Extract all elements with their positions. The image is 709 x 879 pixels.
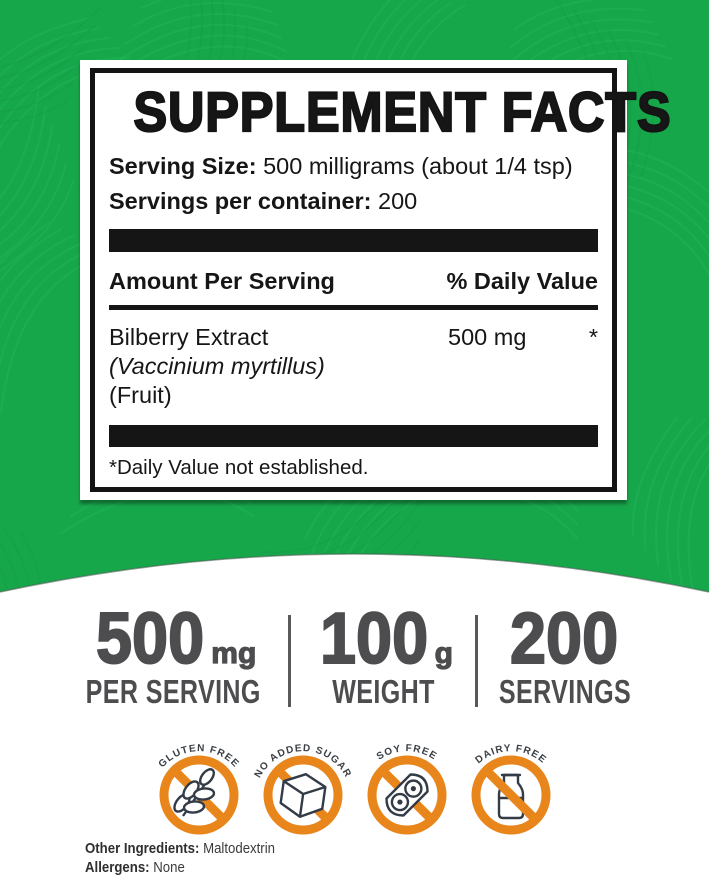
soybean-icon xyxy=(384,773,429,817)
ingredient-name: Bilberry Extract xyxy=(109,324,269,351)
stat-servings-value: 200 xyxy=(510,599,620,679)
divider-bar-top xyxy=(109,229,598,253)
stat-weight-value: 100 g xyxy=(319,599,454,679)
ingredient-plant-part: (Fruit) xyxy=(109,382,172,409)
ingredient-latin-name: (Vaccinium myrtillus) xyxy=(109,353,325,380)
ingredient-row: Bilberry Extract (Vaccinium myrtillus) (… xyxy=(109,323,598,410)
serving-size-value: 500 milligrams (about 1/4 tsp) xyxy=(256,153,573,180)
hero-bottom-curve xyxy=(0,553,709,595)
allergens-label: Allergens: xyxy=(85,859,150,876)
stat-per-serving-label: PER SERVING xyxy=(85,673,261,710)
no-symbol-slash-icon xyxy=(482,767,539,823)
panel-title: SUPPLEMENT FACTS xyxy=(132,80,672,143)
badge-gluten-free: GLUTEN FREE xyxy=(149,722,249,835)
footer-ingredients: Other Ingredients: Maltodextrin Allergen… xyxy=(85,839,275,877)
ingredient-name-block: Bilberry Extract (Vaccinium myrtillus) (… xyxy=(109,323,448,410)
stat-per-serving-value: 500 mg xyxy=(95,599,257,679)
other-ingredients-line: Other Ingredients: Maltodextrin xyxy=(85,839,275,858)
badge-no-added-sugar: NO ADDED SUGAR xyxy=(252,722,353,835)
ingredient-daily-value: * xyxy=(588,324,598,351)
other-ingredients-label: Other Ingredients: xyxy=(85,840,200,857)
allergens-value: None xyxy=(149,859,185,876)
daily-value-header: % Daily Value xyxy=(446,268,598,295)
ingredient-amount: 500 mg xyxy=(448,324,527,351)
divider-bar-bottom xyxy=(109,425,598,448)
badge-dairy-free: DAIRY FREE xyxy=(461,722,561,835)
table-header-row: Amount Per Serving % Daily Value xyxy=(109,268,598,295)
servings-per-container-line: Servings per container: 200 xyxy=(109,188,598,215)
stat-divider xyxy=(288,615,292,707)
servings-label: Servings per container: xyxy=(109,188,372,215)
allergens-line: Allergens: None xyxy=(85,858,275,877)
sugar-cube-icon xyxy=(278,773,327,818)
stat-weight: 100 g WEIGHT xyxy=(291,599,475,710)
other-ingredients-value: Maltodextrin xyxy=(199,840,275,857)
daily-value-footnote: *Daily Value not established. xyxy=(109,456,369,480)
amount-per-serving-header: Amount Per Serving xyxy=(109,268,335,295)
stat-divider xyxy=(475,615,479,707)
stat-per-serving: 500 mg PER SERVING xyxy=(58,599,288,710)
header-rule xyxy=(109,305,598,311)
serving-size-line: Serving Size: 500 milligrams (about 1/4 … xyxy=(109,153,598,180)
badge-soy-free: SOY FREE xyxy=(357,722,457,835)
wheat-icon xyxy=(172,768,215,817)
supplement-facts-panel: SUPPLEMENT FACTS Serving Size: 500 milli… xyxy=(80,60,672,500)
stat-servings-label: SERVINGS xyxy=(498,673,632,710)
serving-size-label: Serving Size: xyxy=(109,153,257,180)
free-from-badges-row: GLUTEN FREE NO ADDED SUGAR xyxy=(0,722,709,835)
panel-border: SUPPLEMENT FACTS Serving Size: 500 milli… xyxy=(90,68,672,492)
servings-value: 200 xyxy=(371,188,418,215)
stats-row: 500 mg PER SERVING 100 g WEIGHT 200 SERVIN… xyxy=(58,599,652,710)
stat-servings: 200 SERVINGS xyxy=(478,599,652,710)
stat-weight-label: WEIGHT xyxy=(331,673,435,710)
